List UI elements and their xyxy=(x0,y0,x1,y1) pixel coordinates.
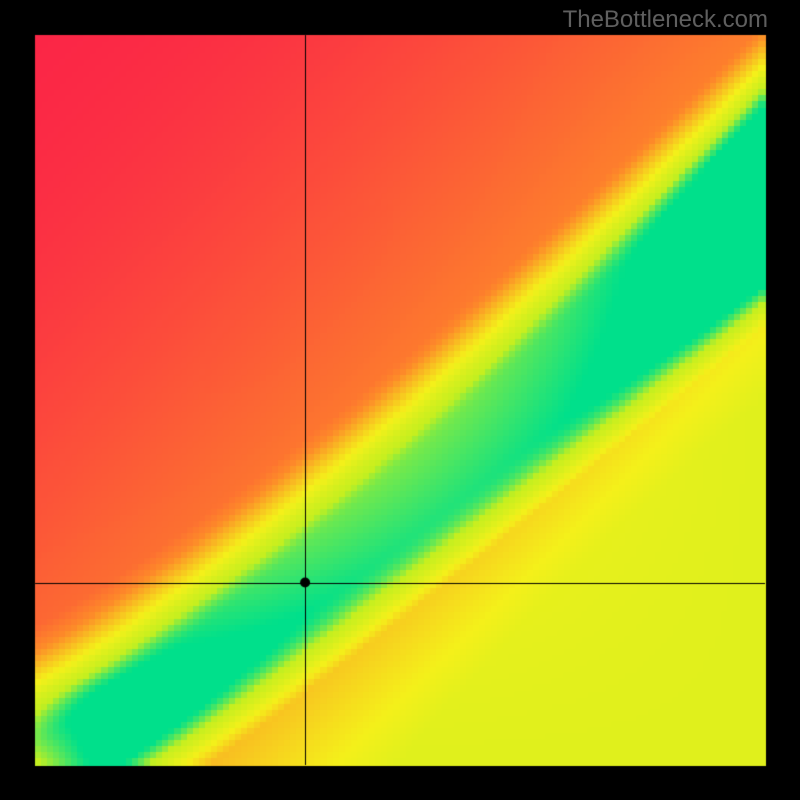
crosshair-overlay xyxy=(0,0,800,800)
chart-container: TheBottleneck.com xyxy=(0,0,800,800)
watermark-text: TheBottleneck.com xyxy=(563,6,768,34)
